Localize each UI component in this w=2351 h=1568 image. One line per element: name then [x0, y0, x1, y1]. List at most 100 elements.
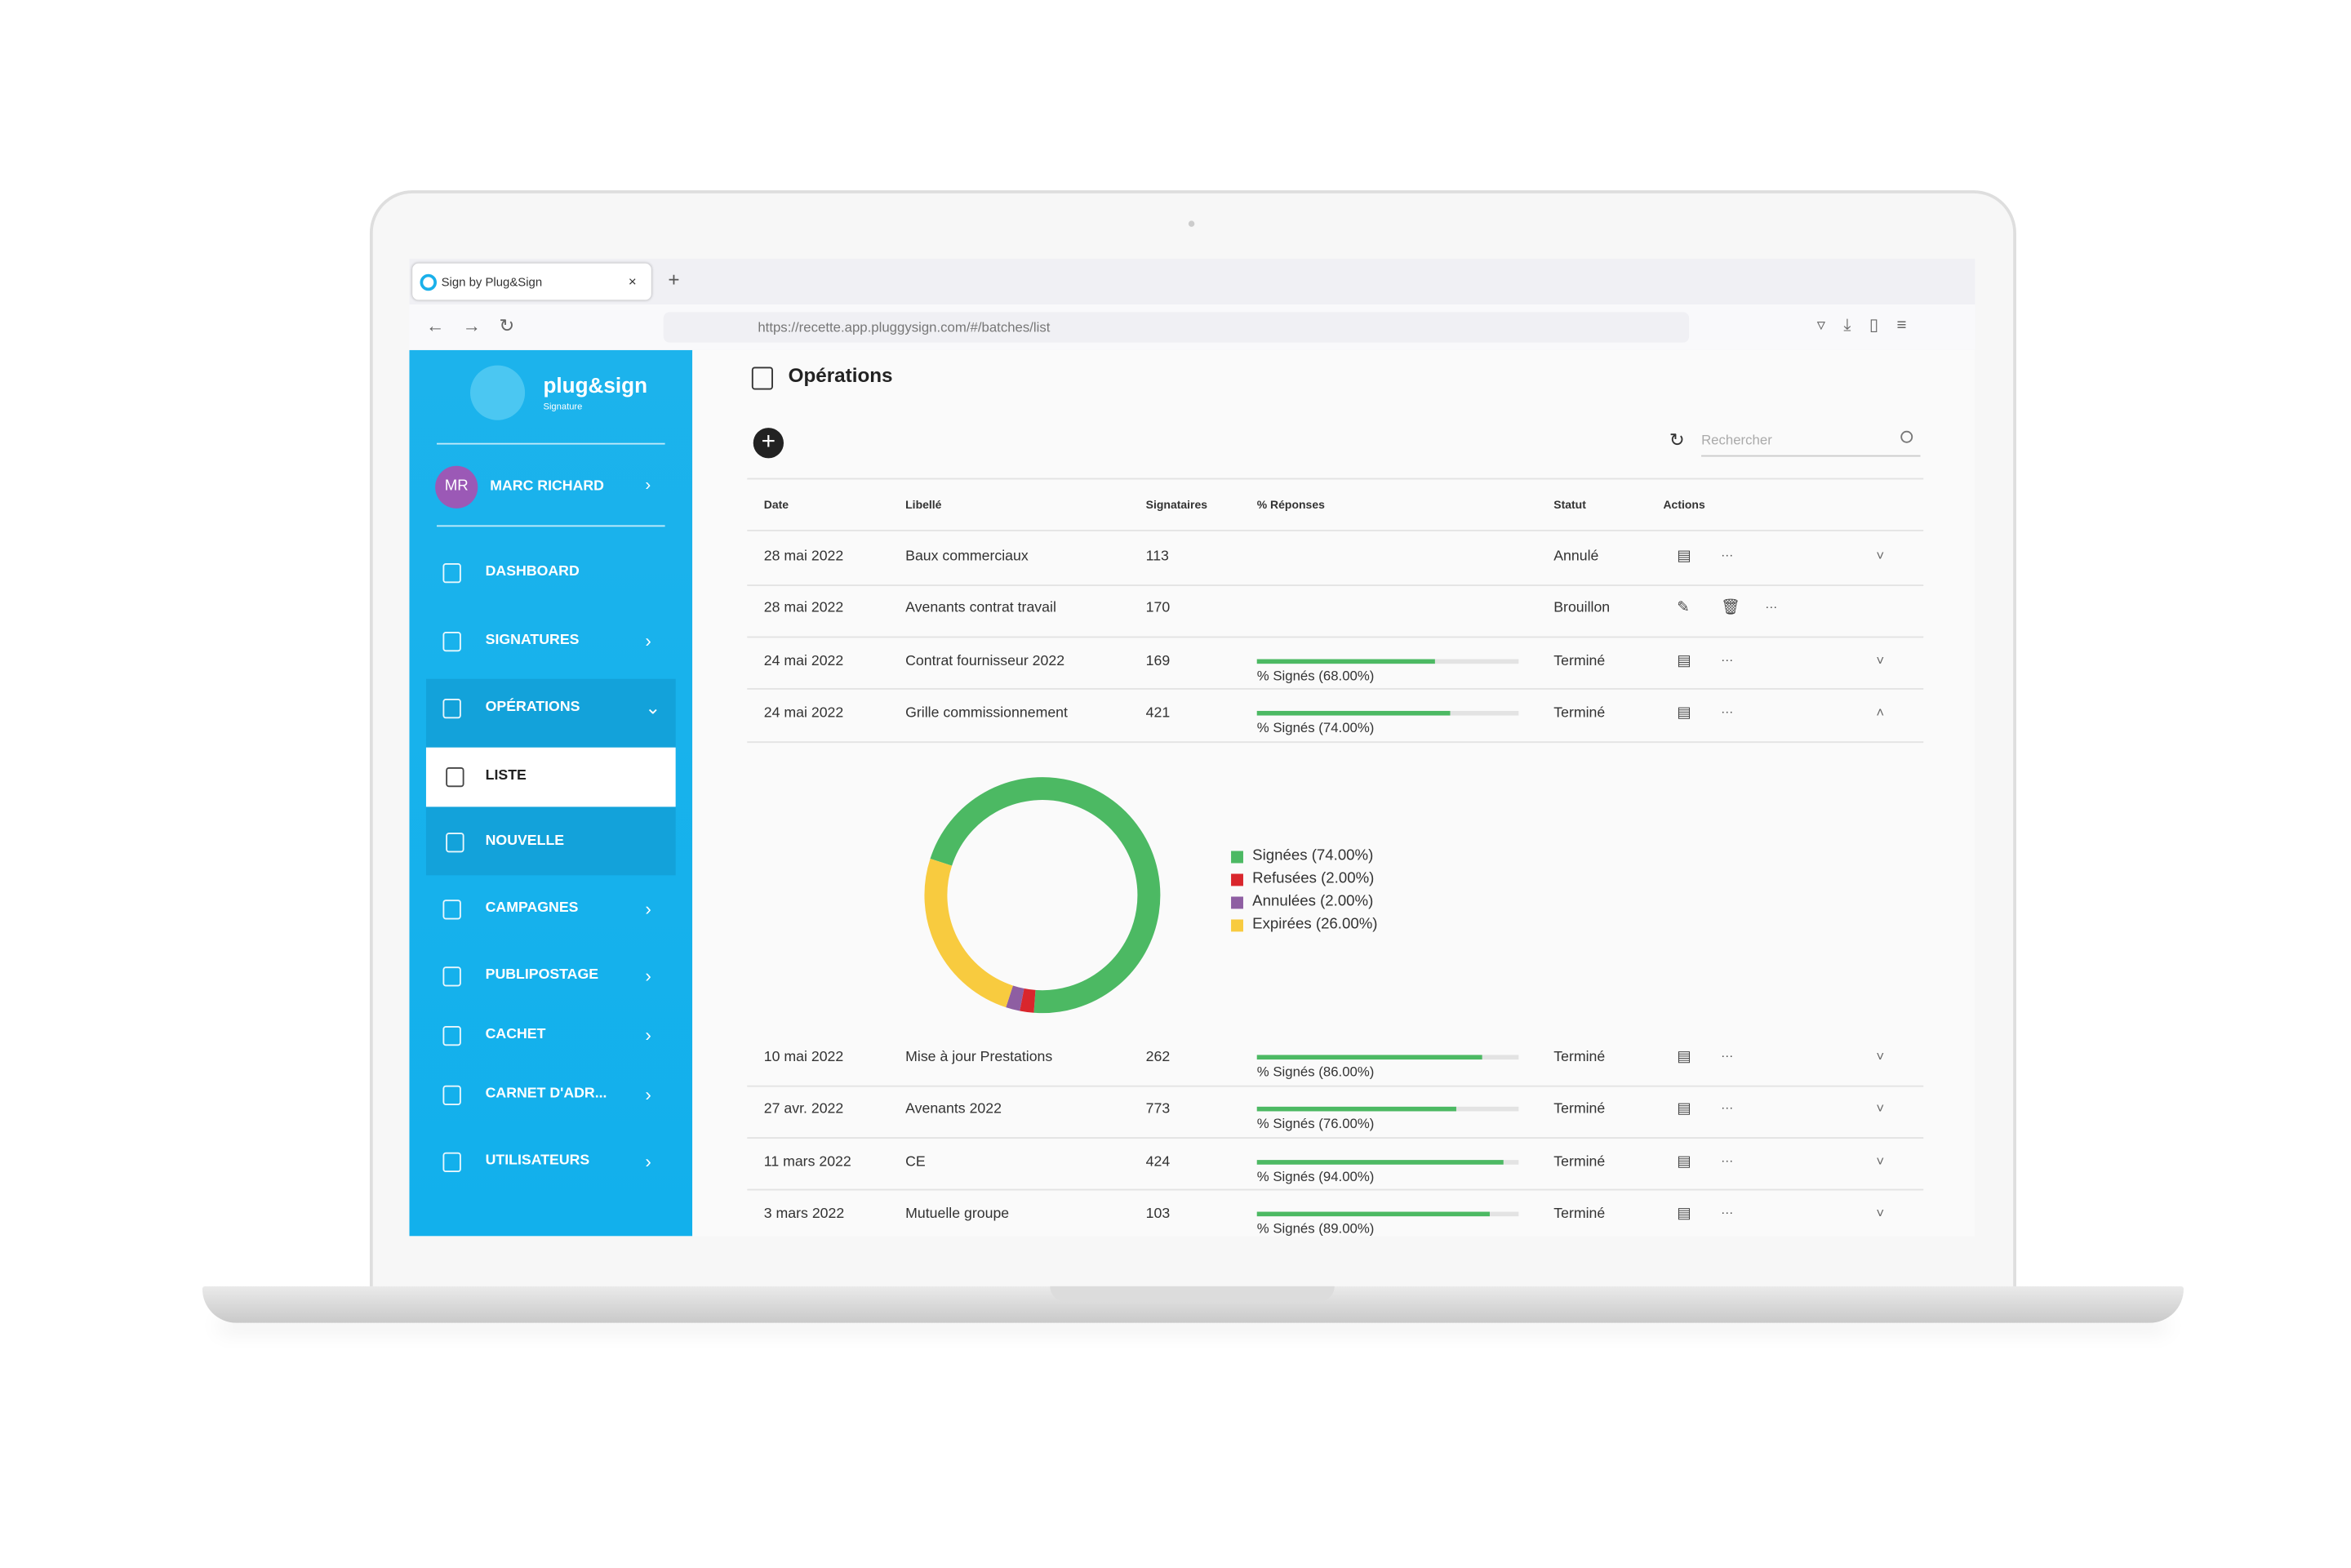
menu-item[interactable]: DASHBOARD [485, 563, 580, 580]
action[interactable]: ··· [1765, 600, 1778, 615]
menu-item[interactable]: CACHET [485, 1026, 546, 1043]
expand[interactable]: ˅ [1876, 1048, 1885, 1064]
url-bar[interactable] [663, 312, 1690, 343]
label[interactable]: CE [905, 1153, 926, 1170]
action[interactable]: ··· [1721, 704, 1734, 719]
column-header: Statut [1553, 497, 1586, 512]
menu-icon [442, 1152, 461, 1173]
menu-item[interactable]: NOUVELLE [485, 833, 565, 850]
menu-item[interactable]: CARNET D'ADR... [485, 1085, 607, 1103]
progress-bar [1256, 1055, 1482, 1060]
menu-icon [442, 563, 461, 584]
action[interactable]: ▤ [1677, 1101, 1691, 1118]
progress-label: % Signés (74.00%) [1256, 720, 1375, 736]
search-placeholder[interactable]: Rechercher [1701, 432, 1772, 448]
expand[interactable]: ˅ [1876, 1206, 1885, 1222]
legend-swatch [1231, 919, 1243, 932]
column-header: % Réponses [1256, 497, 1325, 512]
action[interactable]: ··· [1721, 652, 1734, 667]
tab[interactable]: Sign by Plug&Sign × [412, 263, 651, 300]
new-tab[interactable]: + [668, 268, 680, 291]
legend-swatch [1231, 873, 1243, 886]
label[interactable]: Avenants contrat travail [905, 600, 1056, 618]
nav-buttons[interactable]: ←→↻ [425, 315, 533, 337]
toolbar-icons[interactable]: ▿⤓▯≡ [1816, 316, 1925, 335]
menu-item[interactable]: OPÉRATIONS [485, 699, 580, 716]
menu-icon [442, 1026, 461, 1046]
menu-item[interactable]: SIGNATURES [485, 631, 580, 649]
label[interactable]: Contrat fournisseur 2022 [905, 652, 1065, 670]
status: Terminé [1553, 704, 1606, 722]
label[interactable]: Avenants 2022 [905, 1101, 1002, 1118]
progress-bar [1256, 1211, 1491, 1217]
status: Terminé [1553, 1048, 1606, 1066]
menu-icon [442, 699, 461, 719]
label[interactable]: Mise à jour Prestations [905, 1048, 1053, 1066]
action[interactable]: ▤ [1677, 1153, 1691, 1170]
row-divider [747, 688, 1924, 691]
legend-swatch [1231, 896, 1243, 909]
action[interactable]: ··· [1721, 1048, 1734, 1063]
date: 10 mai 2022 [763, 1048, 844, 1066]
label[interactable]: Baux commerciaux [905, 548, 1029, 565]
search-icon[interactable] [1900, 430, 1913, 443]
label[interactable]: Grille commissionnement [905, 704, 1068, 722]
action[interactable]: ▤ [1677, 652, 1691, 670]
label[interactable]: Mutuelle groupe [905, 1206, 1010, 1223]
expand[interactable]: ˅ [1876, 1101, 1885, 1117]
expand[interactable]: ˅ [1876, 548, 1885, 564]
row-divider [747, 740, 1924, 743]
action[interactable]: ✎ [1677, 600, 1690, 618]
menu-item[interactable]: PUBLIPOSTAGE [485, 966, 599, 984]
progress-label: % Signés (76.00%) [1256, 1116, 1375, 1132]
progress-label: % Signés (89.00%) [1256, 1221, 1375, 1237]
action[interactable]: ··· [1721, 548, 1734, 562]
expand[interactable]: ˄ [1876, 704, 1885, 721]
signers: 103 [1145, 1206, 1171, 1223]
action[interactable]: ▤ [1677, 1206, 1691, 1223]
user-name[interactable]: MARC RICHARD [490, 478, 604, 495]
menu-item[interactable]: UTILISATEURS [485, 1152, 590, 1170]
title-icon [751, 366, 773, 390]
expand[interactable]: ˅ [1876, 652, 1885, 669]
tab-close[interactable]: × [628, 273, 637, 290]
divider [436, 525, 665, 527]
action[interactable]: ··· [1721, 1206, 1734, 1220]
date: 3 mars 2022 [763, 1206, 845, 1223]
action[interactable]: ▤ [1677, 704, 1691, 722]
screen: Sign by Plug&Sign × + ←→↻ https://recett… [409, 259, 1975, 1237]
menu-chevron[interactable]: › [645, 630, 651, 652]
menu-chevron[interactable]: ⌄ [645, 697, 661, 719]
action[interactable]: ··· [1721, 1153, 1734, 1168]
add-button[interactable]: + [753, 428, 784, 459]
date: 28 mai 2022 [763, 548, 844, 565]
menu-chevron[interactable]: › [645, 965, 651, 987]
action[interactable]: ··· [1721, 1101, 1734, 1115]
menu-item[interactable]: CAMPAGNES [485, 899, 579, 917]
legend-label: Annulées (2.00%) [1252, 893, 1374, 911]
signers: 424 [1145, 1153, 1171, 1170]
menu-chevron[interactable]: › [645, 898, 651, 920]
expand[interactable]: ˅ [1876, 1153, 1885, 1169]
legend-swatch [1231, 851, 1243, 864]
progress-label: % Signés (86.00%) [1256, 1064, 1375, 1080]
url[interactable]: https://recette.app.pluggysign.com/#/bat… [758, 319, 1051, 335]
signers: 169 [1145, 652, 1171, 670]
menu-item[interactable]: LISTE [485, 766, 527, 784]
column-header[interactable]: Date [763, 497, 789, 512]
search-line [1701, 455, 1921, 457]
donut-segment [924, 858, 1014, 1008]
action[interactable]: 🗑 [1721, 600, 1740, 618]
refresh[interactable]: ↻ [1669, 429, 1685, 451]
action[interactable]: ▤ [1677, 548, 1691, 565]
menu-icon [446, 833, 464, 853]
avatar-initials: MR [444, 478, 469, 495]
menu-chevron[interactable]: › [645, 1150, 651, 1173]
row-divider [747, 1136, 1924, 1139]
row-divider [747, 478, 1924, 480]
menu-chevron[interactable]: › [645, 1024, 651, 1046]
chevron[interactable]: › [645, 476, 651, 495]
action[interactable]: ▤ [1677, 1048, 1691, 1066]
menu-chevron[interactable]: › [645, 1083, 651, 1105]
